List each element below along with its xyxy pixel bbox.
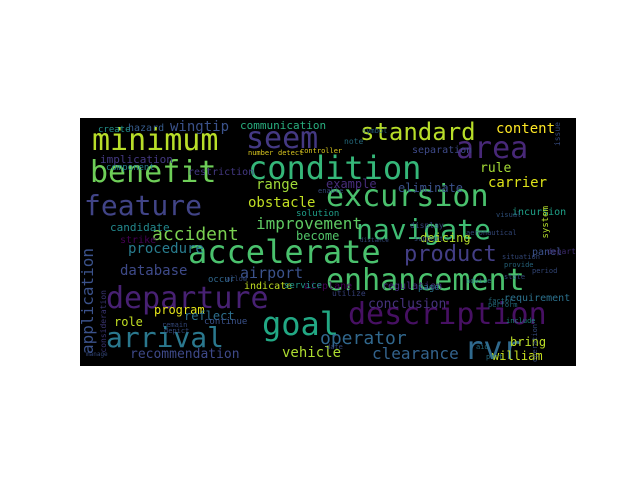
word-carrier: carrier <box>488 175 548 191</box>
word-consideration: consideration <box>99 290 108 353</box>
word-procedure: procedure <box>128 241 204 257</box>
word-range: range <box>256 177 299 193</box>
word-number: number <box>248 149 274 157</box>
word-date: date <box>326 343 343 351</box>
word-issue: issue <box>553 122 562 147</box>
word-occur: occur <box>208 275 236 285</box>
word-support: support <box>414 235 444 243</box>
word-database: database <box>120 263 188 279</box>
word-component: component <box>106 163 155 173</box>
word-william: william <box>492 349 543 363</box>
word-goal: goal <box>262 305 340 343</box>
word-standard: standard <box>360 118 476 146</box>
word-eliminate: eliminate <box>398 181 464 195</box>
word-include: include <box>506 317 536 325</box>
word-provide: provide <box>504 261 534 269</box>
word-accident: accident <box>152 224 239 245</box>
word-create: create <box>98 125 131 135</box>
word-area: area <box>456 131 529 166</box>
word-solution: solution <box>296 209 340 219</box>
word-airport: airport <box>240 264 304 282</box>
word-remain: remain <box>162 321 188 329</box>
word-restriction: restriction <box>188 167 255 178</box>
word-cloud: minimum seem standard content area condition b… <box>80 118 576 366</box>
word-part: part <box>486 353 503 361</box>
word-become: become <box>296 229 340 243</box>
word-perform: perform <box>488 301 518 309</box>
word-candidate: candidate <box>110 221 170 234</box>
word-detect: detect <box>278 149 304 157</box>
word-period: period <box>532 267 558 275</box>
word-arrival: arrival <box>106 321 225 354</box>
word-program: program <box>154 303 205 317</box>
word-controller: controller <box>300 147 343 155</box>
word-product: product <box>404 242 497 267</box>
word-depict: depict <box>164 327 190 335</box>
word-symbol: symbol <box>362 127 388 135</box>
word-obstacle: obstacle <box>248 195 316 211</box>
word-bring: bring <box>510 335 547 349</box>
word-deicing: deicing <box>420 231 471 245</box>
word-note: note <box>344 137 364 146</box>
word-incursion: incursion <box>512 207 567 218</box>
word-panel: panel <box>532 247 563 258</box>
word-regulation: regulation <box>382 281 443 292</box>
word-content: content <box>496 121 556 137</box>
word-aid: aid <box>476 343 489 351</box>
word-separation: separation <box>412 145 473 156</box>
word-role: role <box>114 315 143 329</box>
word-seem: seem <box>246 121 319 156</box>
word-advise: advise <box>466 277 492 285</box>
word-strike: strike <box>120 235 157 246</box>
word-factor: factor <box>488 297 514 305</box>
word-vehicle: vehicle <box>282 345 342 361</box>
word-operator: operator <box>320 328 407 349</box>
word-indicate: indicate <box>244 281 293 292</box>
word-communication: communication <box>240 119 327 132</box>
word-utilize: utilize <box>332 289 366 298</box>
word-condition: condition <box>248 149 422 187</box>
word-display: display <box>410 221 444 230</box>
word-example: example <box>326 177 377 191</box>
word-airplane: airplane <box>304 281 353 292</box>
word-reflect: reflect <box>184 309 235 323</box>
word-excursion: excursion <box>326 179 489 214</box>
word-departure: departure <box>106 281 269 316</box>
word-visual: visual <box>496 211 522 219</box>
word-conclusion: conclusion <box>368 297 447 312</box>
word-rule: rule <box>480 161 512 176</box>
word-navigate: navigate <box>356 213 491 246</box>
word-continue: continue <box>204 317 248 327</box>
word-rvr: rvr <box>464 329 522 366</box>
word-distance: distance <box>360 237 389 244</box>
word-improvement: improvement <box>256 214 362 233</box>
word-application: application <box>80 248 97 354</box>
word-accelerate: accelerate <box>188 233 381 271</box>
word-implication: implication <box>100 153 173 166</box>
word-aeronautical: aeronautical <box>466 229 517 237</box>
word-feature: feature <box>84 189 203 222</box>
word-enable: enable <box>318 187 344 195</box>
word-system: system <box>541 206 551 239</box>
word-operation: operation <box>531 324 539 362</box>
word-allow: allow <box>226 275 248 283</box>
word-service: service <box>284 281 322 291</box>
word-minimum: minimum <box>92 123 219 158</box>
word-hazard: hazard <box>128 123 165 134</box>
word-wingtip: wingtip <box>170 119 230 135</box>
word-recommendation: recommendation <box>130 347 240 362</box>
word-depart: depart <box>547 247 576 256</box>
word-description: description <box>348 297 547 332</box>
word-state: state <box>504 273 526 281</box>
word-manage: manage <box>86 351 108 358</box>
word-requirement: requirement <box>504 293 571 304</box>
word-clearance: clearance <box>372 344 459 363</box>
word-enhancement: enhancement <box>326 263 525 298</box>
word-benefit: benefit <box>90 155 217 190</box>
word-situation: situation <box>502 253 540 261</box>
word-page: page <box>418 283 440 293</box>
